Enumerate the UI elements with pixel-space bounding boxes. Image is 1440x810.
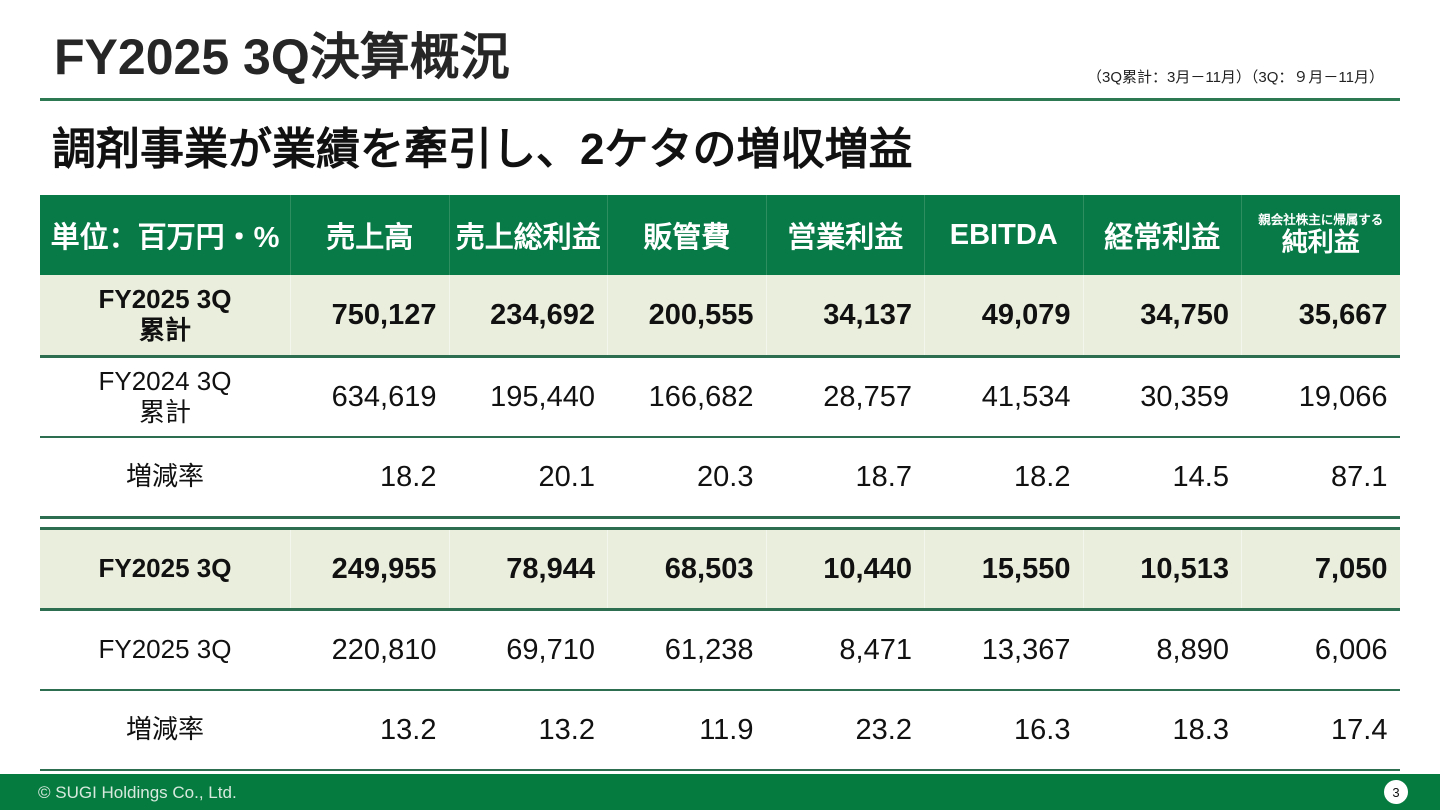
- cell-value: 15,550: [924, 530, 1083, 608]
- cell-value: 87.1: [1331, 460, 1388, 493]
- cell-value: 195,440: [490, 380, 595, 413]
- cell-value: 20.1: [538, 460, 595, 493]
- cell-value: 61,238: [664, 633, 754, 666]
- row-divider: [40, 436, 1400, 438]
- cell-value: 18.7: [855, 460, 912, 493]
- row-label: 増減率: [125, 461, 204, 492]
- financial-summary-table: 単位：百万円・% 売上高 売上総利益 販管費 営業利益 EBITDA 経常利益 …: [40, 195, 1400, 771]
- cell-value: 18.3: [1172, 713, 1229, 746]
- period-note: （3Q累計：3月－11月）（3Q：９月－11月）: [1086, 69, 1384, 86]
- row-label: FY2025 3Q: [98, 553, 232, 584]
- cell-value: 18.2: [1014, 460, 1071, 493]
- cell-value: 16.3: [1014, 713, 1071, 746]
- cell-value: 68,503: [607, 530, 766, 608]
- cell-value: 78,944: [448, 530, 608, 608]
- cell-value: 14.5: [1172, 460, 1229, 493]
- cell-value: 13.2: [380, 713, 437, 746]
- cell-value: 30,359: [1140, 380, 1229, 413]
- row-label: FY2025 3Q: [98, 634, 232, 665]
- table-row-quarter-current: FY2025 3Q 249,955 78,944 68,503 10,440 1…: [40, 530, 1400, 608]
- table-row-cumulative-current: FY2025 3Q 累計 750,127 234,692 200,555 34,…: [40, 275, 1400, 355]
- row-label-line1: FY2025 3Q: [98, 283, 232, 314]
- row-label-line1: FY2024 3Q: [98, 365, 232, 396]
- row-divider: [40, 769, 1400, 771]
- cell-value: 69,710: [506, 633, 595, 666]
- net-profit-label: 純利益: [1281, 226, 1360, 257]
- row-divider: [40, 608, 1400, 611]
- row-label-line2: 累計: [138, 397, 191, 427]
- cell-value: 13,367: [981, 633, 1071, 666]
- cell-value: 17.4: [1331, 713, 1388, 746]
- cell-value: 23.2: [855, 713, 912, 746]
- section-gap: [40, 519, 1400, 527]
- cell-value: 11.9: [699, 713, 754, 746]
- row-label: FY2024 3Q 累計: [40, 358, 290, 436]
- cell-value: 35,667: [1241, 275, 1400, 355]
- row-divider: [40, 355, 1400, 358]
- column-header-sga: 販管費: [607, 195, 766, 275]
- cell-value: 249,955: [290, 530, 449, 608]
- section-divider: [40, 516, 1400, 519]
- cell-value: 634,619: [331, 380, 437, 413]
- section-divider: [40, 527, 1400, 530]
- cell-value: 10,440: [765, 530, 925, 608]
- cell-value: 49,079: [924, 275, 1083, 355]
- row-label: FY2025 3Q 累計: [40, 275, 290, 355]
- unit-header: 単位：百万円・%: [50, 222, 280, 254]
- table-row-cumulative-change: 増減率 18.2 20.1 20.3 18.7 18.2 14.5 87.1: [40, 438, 1400, 516]
- page-number-badge: 3: [1384, 780, 1408, 804]
- cell-value: 34,750: [1082, 275, 1242, 355]
- cell-value: 28,757: [823, 380, 912, 413]
- cell-value: 220,810: [331, 633, 437, 666]
- column-header-operating-profit: 営業利益: [765, 195, 925, 275]
- row-label: 増減率: [125, 714, 204, 745]
- slide-footer: © SUGI Holdings Co., Ltd. 3: [0, 774, 1440, 810]
- cell-value: 8,890: [1156, 633, 1229, 666]
- copyright-text: © SUGI Holdings Co., Ltd.: [38, 783, 237, 802]
- column-header-net-profit: 親会社株主に帰属する 純利益: [1241, 195, 1400, 275]
- cell-value: 8,471: [839, 633, 912, 666]
- column-header-sales: 売上高: [290, 195, 449, 275]
- cell-value: 41,534: [981, 380, 1071, 413]
- net-profit-prefix: 親会社株主に帰属する: [1258, 212, 1384, 227]
- column-header-ordinary-profit: 経常利益: [1082, 195, 1242, 275]
- table-row-cumulative-previous: FY2024 3Q 累計 634,619 195,440 166,682 28,…: [40, 358, 1400, 436]
- page-title: FY2025 3Q決算概況: [54, 29, 510, 85]
- cell-value: 20.3: [697, 460, 754, 493]
- cell-value: 6,006: [1314, 633, 1388, 666]
- cell-value: 750,127: [290, 275, 449, 355]
- slide-subtitle: 調剤事業が業績を牽引し、2ケタの増収増益: [52, 125, 913, 174]
- row-divider: [40, 689, 1400, 691]
- cell-value: 19,066: [1298, 380, 1388, 413]
- cell-value: 234,692: [448, 275, 608, 355]
- row-label-line2: 累計: [138, 315, 191, 345]
- table-row-quarter-change: 増減率 13.2 13.2 11.9 23.2 16.3 18.3 17.4: [40, 691, 1400, 769]
- column-header-gross-profit: 売上総利益: [448, 195, 608, 275]
- cell-value: 166,682: [648, 380, 754, 413]
- column-header-ebitda: EBITDA: [924, 195, 1083, 275]
- table-row-quarter-previous: FY2025 3Q 220,810 69,710 61,238 8,471 13…: [40, 611, 1400, 689]
- cell-value: 10,513: [1082, 530, 1242, 608]
- cell-value: 200,555: [607, 275, 766, 355]
- title-divider: [40, 98, 1400, 101]
- table-header-row: 単位：百万円・% 売上高 売上総利益 販管費 営業利益 EBITDA 経常利益 …: [40, 195, 1400, 275]
- cell-value: 34,137: [765, 275, 925, 355]
- cell-value: 18.2: [380, 460, 437, 493]
- cell-value: 7,050: [1241, 530, 1400, 608]
- cell-value: 13.2: [538, 713, 595, 746]
